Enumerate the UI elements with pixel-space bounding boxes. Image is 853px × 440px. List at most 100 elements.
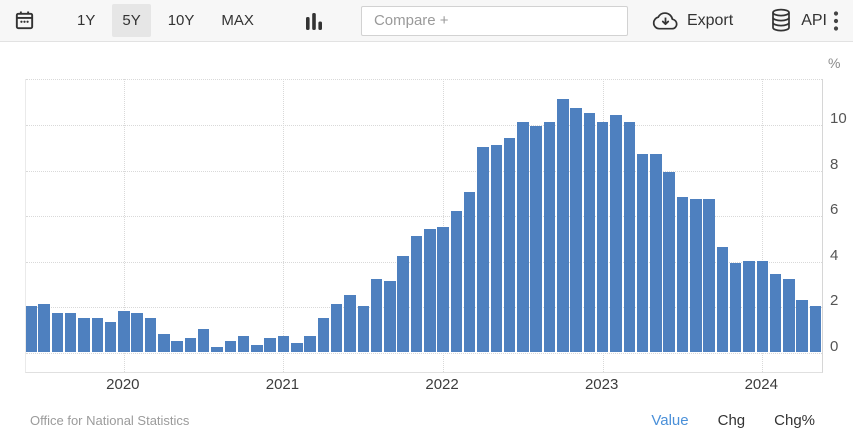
x-axis-label-2024: 2024 xyxy=(744,376,778,393)
chart-bar-2023-12[interactable] xyxy=(743,260,755,352)
chart-bar-2021-07[interactable] xyxy=(357,306,369,352)
chart-bar-2020-06[interactable] xyxy=(184,338,197,352)
h-gridline-6 xyxy=(26,216,822,218)
chart-bar-2022-06[interactable] xyxy=(503,137,516,352)
chart-bar-2021-12[interactable] xyxy=(424,228,436,352)
chart-bar-2021-11[interactable] xyxy=(410,235,423,352)
chart-bar-2020-10[interactable] xyxy=(237,336,250,352)
chart-bar-2020-12[interactable] xyxy=(264,338,276,352)
chart-bar-2022-11[interactable] xyxy=(570,108,582,352)
chart-bar-2023-10[interactable] xyxy=(716,247,729,352)
footer-tab-chgpct[interactable]: Chg% xyxy=(774,411,815,429)
chart-bar-2019-11[interactable] xyxy=(91,317,103,352)
chart-bar-2020-03[interactable] xyxy=(144,317,157,352)
chart-bar-2022-09[interactable] xyxy=(543,121,556,352)
chart-bar-2020-02[interactable] xyxy=(131,313,143,352)
chart-bar-2024-03[interactable] xyxy=(783,279,795,352)
api-button[interactable]: API xyxy=(769,8,827,33)
chart-bar-2023-07[interactable] xyxy=(676,196,689,352)
chart-bar-2022-08[interactable] xyxy=(530,126,542,352)
kebab-menu-icon xyxy=(833,10,839,31)
cloud-download-icon xyxy=(652,12,678,30)
footer: Office for National Statistics Value Chg C… xyxy=(0,400,853,440)
range-button-5y[interactable]: 5Y xyxy=(112,4,151,37)
chart-bar-2021-05[interactable] xyxy=(330,304,343,352)
chart-bar-2022-05[interactable] xyxy=(490,144,502,352)
chart-bar-2021-04[interactable] xyxy=(317,317,330,352)
chart-bar-2019-10[interactable] xyxy=(78,317,90,352)
chart-bar-2021-02[interactable] xyxy=(291,342,303,352)
chart-bar-2019-12[interactable] xyxy=(104,322,117,352)
chart-bar-2021-10[interactable] xyxy=(397,256,409,352)
chart-bar-2022-04[interactable] xyxy=(477,146,489,352)
x-axis-label-2021: 2021 xyxy=(265,376,300,393)
x-axis-label-2022: 2022 xyxy=(425,376,459,393)
chart-bar-2020-09[interactable] xyxy=(224,340,236,352)
compare-input[interactable] xyxy=(360,5,628,36)
chart-bar-2023-06[interactable] xyxy=(663,171,675,352)
chart-bar-2020-11[interactable] xyxy=(251,345,263,352)
chart-bar-2020-01[interactable] xyxy=(118,310,130,352)
chart-bar-2022-12[interactable] xyxy=(583,112,596,352)
h-gridline-0 xyxy=(26,353,822,354)
chart-bar-2022-10[interactable] xyxy=(557,98,569,352)
chart-bar-2020-05[interactable] xyxy=(171,340,183,352)
x-axis-label-2023: 2023 xyxy=(584,376,619,393)
chart-bar-2023-03[interactable] xyxy=(623,121,635,352)
chart-bar-2023-08[interactable] xyxy=(690,199,702,352)
y-axis-label-0: 0 xyxy=(830,338,839,355)
chart-bar-2023-11[interactable] xyxy=(729,263,742,352)
chart-bar-2022-02[interactable] xyxy=(450,210,463,352)
y-axis-label-2: 2 xyxy=(830,292,839,310)
chart-bar-2023-05[interactable] xyxy=(650,153,662,352)
y-axis-label-10: 10 xyxy=(830,110,847,127)
chart-bar-2019-06[interactable] xyxy=(26,306,37,352)
chart-bar-2023-01[interactable] xyxy=(596,121,609,352)
chart-bar-2019-08[interactable] xyxy=(51,313,64,352)
chart-bar-2022-07[interactable] xyxy=(517,121,529,352)
bar-chart-icon xyxy=(305,13,322,30)
chart-bar-2024-01[interactable] xyxy=(756,260,768,352)
source-attribution: Office for National Statistics xyxy=(30,412,190,428)
h-gridline-12 xyxy=(26,79,822,81)
chart-bar-2024-04[interactable] xyxy=(796,299,808,352)
range-button-10y[interactable]: 10Y xyxy=(158,4,205,37)
chart-bar-2019-09[interactable] xyxy=(64,313,77,352)
chart-bar-2023-02[interactable] xyxy=(610,114,622,352)
h-gridline-8 xyxy=(26,170,822,172)
footer-tab-value[interactable]: Value xyxy=(651,411,689,429)
chart-bar-2023-04[interactable] xyxy=(636,153,649,352)
footer-tab-chg[interactable]: Chg xyxy=(717,411,746,429)
chart-bar-2020-07[interactable] xyxy=(197,329,210,352)
api-label: API xyxy=(801,11,827,29)
chart-bar-2024-02[interactable] xyxy=(769,274,782,352)
export-button[interactable]: Export xyxy=(652,10,733,31)
y-axis-label-4: 4 xyxy=(830,246,839,264)
chart-area: % 0 2 4 6 8 10 2020 2021 2022 2023 2024 xyxy=(0,42,853,400)
chart-bar-2021-03[interactable] xyxy=(304,336,316,352)
kebab-menu-button[interactable] xyxy=(827,5,845,37)
y-axis-label-8: 8 xyxy=(830,155,839,173)
chart-bar-2022-03[interactable] xyxy=(463,192,476,352)
v-gridline-2021 xyxy=(283,79,285,372)
chart-bar-2021-06[interactable] xyxy=(344,295,356,352)
database-icon xyxy=(772,8,791,32)
footer-mode-tabs: Value Chg Chg% xyxy=(651,412,815,429)
y-axis-label-6: 6 xyxy=(830,201,839,219)
chart-bar-2020-04[interactable] xyxy=(158,333,170,352)
chart-bar-2020-08[interactable] xyxy=(211,347,223,352)
range-button-max[interactable]: MAX xyxy=(211,4,264,37)
calendar-button[interactable] xyxy=(9,5,40,36)
range-button-1y[interactable]: 1Y xyxy=(67,4,105,37)
chart-bar-2021-08[interactable] xyxy=(370,279,383,352)
chart-bar-2019-07[interactable] xyxy=(38,304,50,352)
chart-bar-2021-01[interactable] xyxy=(277,336,290,352)
chart-bar-2022-01[interactable] xyxy=(437,226,449,352)
chart-type-button[interactable] xyxy=(301,6,328,35)
chart-bar-2021-09[interactable] xyxy=(384,281,396,352)
chart-bar-2024-05[interactable] xyxy=(809,306,822,352)
chart-bar-2023-09[interactable] xyxy=(703,199,715,352)
x-axis-label-2020: 2020 xyxy=(106,376,140,393)
y-axis-unit-label: % xyxy=(828,55,841,71)
